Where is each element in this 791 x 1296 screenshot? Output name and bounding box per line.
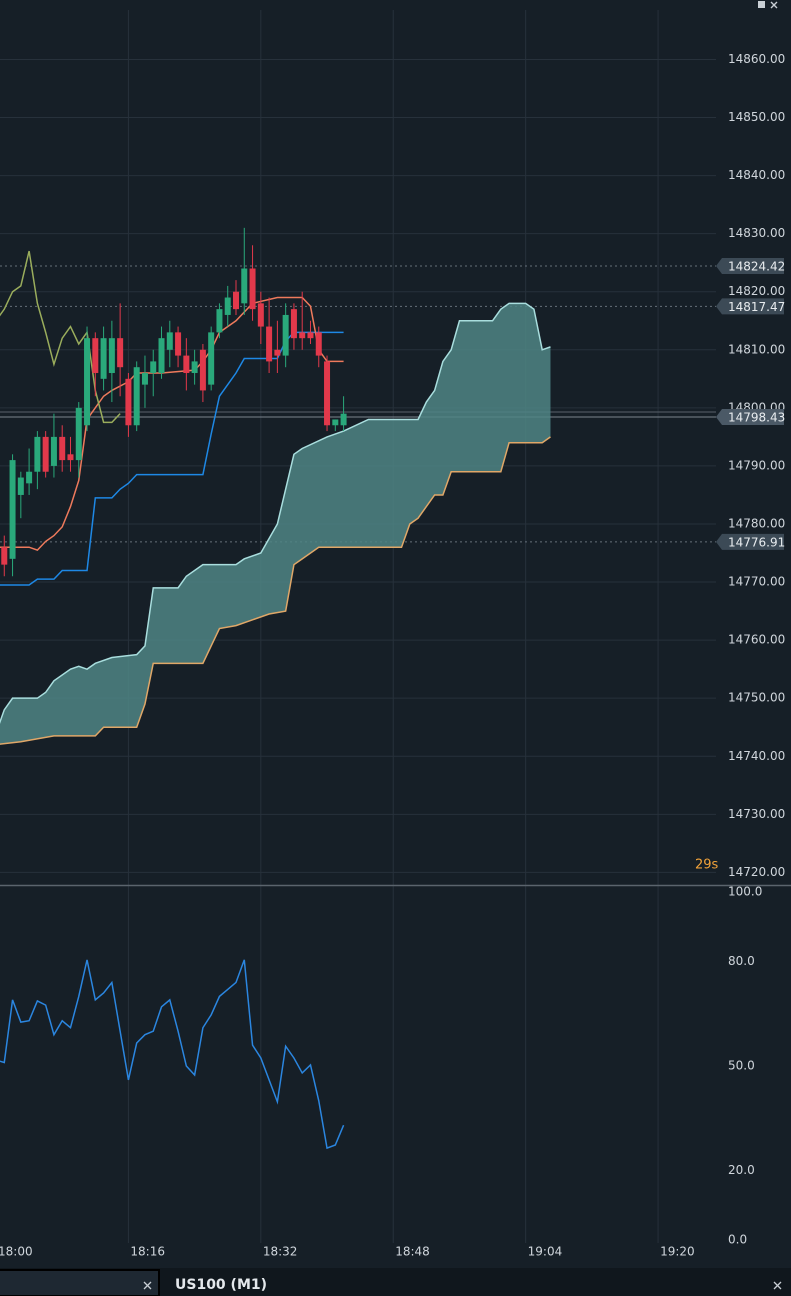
- last-price-tag: [716, 408, 784, 425]
- cloud-fill: [0, 303, 551, 745]
- cloud-top-line: [0, 302, 551, 725]
- candle-body: [257, 303, 264, 327]
- price-level-label: 14824.42: [728, 260, 785, 274]
- candle-body: [216, 309, 223, 333]
- candle-body: [59, 436, 66, 461]
- candle-body: [75, 407, 82, 461]
- y-tick-label: 100.0: [728, 885, 762, 899]
- price-level-label: 14817.47: [728, 300, 785, 314]
- candle-body: [282, 314, 289, 356]
- y-tick-label: 14740.00: [728, 749, 785, 763]
- axis-layer: 14720.00 14730.00 14740.00 14750.00 14760.00…: [0, 52, 785, 1259]
- y-tick-label: 14860.00: [728, 52, 785, 66]
- inactive-tab[interactable]: [0, 1269, 160, 1296]
- tab-title[interactable]: US100 (M1): [175, 1277, 267, 1293]
- candle-body: [183, 355, 190, 374]
- last-price-label: 14798.43: [728, 410, 785, 424]
- price-level-tag: [716, 298, 784, 315]
- x-tick-label: 18:16: [130, 1245, 165, 1259]
- candle-body: [191, 361, 198, 374]
- y-tick-label: 14750.00: [728, 691, 785, 705]
- x-tick-label: 18:00: [0, 1245, 33, 1259]
- candle-body: [125, 378, 132, 426]
- candle-body: [290, 309, 297, 339]
- candle-body: [9, 460, 16, 559]
- candle-body: [224, 297, 231, 315]
- candle-body: [34, 436, 41, 472]
- y-tick-label: 14810.00: [728, 342, 785, 356]
- candle-body: [266, 326, 273, 362]
- y-tick-label: 14820.00: [728, 284, 785, 298]
- candle-body: [199, 349, 206, 391]
- candle-body: [340, 413, 347, 426]
- y-tick-label: 14780.00: [728, 516, 785, 530]
- tab-close-icon[interactable]: [143, 1281, 152, 1290]
- candle-body: [50, 436, 57, 466]
- x-tick-label: 19:04: [528, 1245, 563, 1259]
- candle-body: [17, 477, 24, 495]
- price-level-tag: [716, 533, 784, 550]
- close-icon[interactable]: [770, 1, 778, 9]
- x-tick-label: 18:32: [263, 1245, 298, 1259]
- candle-body: [249, 268, 256, 310]
- y-tick-label: 14770.00: [728, 575, 785, 589]
- price-level-label: 14776.91: [728, 535, 785, 549]
- candle-body: [108, 338, 115, 374]
- y-tick-label: 14720.00: [728, 865, 785, 879]
- candle-body: [67, 454, 74, 461]
- candle-body: [166, 332, 173, 350]
- candle-body: [26, 471, 33, 484]
- rsi-line: [0, 959, 345, 1150]
- candle-body: [1, 547, 8, 565]
- candle-body: [233, 291, 239, 310]
- candle-body: [100, 338, 107, 379]
- indicator-line: [0, 250, 121, 424]
- y-tick-label: 14730.00: [728, 807, 785, 821]
- candle-body: [315, 332, 322, 356]
- candle-body: [141, 373, 148, 385]
- cloud-bottom-line: [0, 436, 551, 745]
- candle-body: [208, 332, 215, 385]
- y-tick-label: 20.0: [728, 1163, 755, 1177]
- countdown: 29s: [695, 858, 719, 873]
- x-tick-label: 19:20: [660, 1245, 695, 1259]
- y-tick-label: 0.0: [728, 1233, 747, 1247]
- y-tick-label: 14790.00: [728, 458, 785, 472]
- x-tick-label: 18:48: [395, 1245, 430, 1259]
- main-layer: [0, 227, 551, 1150]
- y-tick-label: 80.0: [728, 954, 755, 968]
- price-level-tag: [716, 258, 784, 275]
- y-tick-label: 50.0: [728, 1059, 755, 1073]
- candle-body: [158, 338, 165, 374]
- y-tick-label: 14830.00: [728, 226, 785, 240]
- tab-close-icon[interactable]: [773, 1281, 782, 1290]
- candle-body: [150, 361, 157, 374]
- candle-body: [42, 436, 49, 472]
- candle-body: [307, 332, 314, 339]
- candle-body: [274, 349, 281, 356]
- candle-body: [117, 338, 124, 368]
- candle-body: [299, 332, 306, 339]
- candle-body: [241, 268, 248, 304]
- y-tick-label: 14840.00: [728, 168, 785, 182]
- candle-body: [324, 361, 331, 426]
- candle-body: [84, 338, 91, 426]
- candle-body: [133, 367, 140, 426]
- candle-body: [175, 332, 182, 356]
- y-tick-label: 14760.00: [728, 633, 785, 647]
- y-tick-label: 14850.00: [728, 110, 785, 124]
- candle-body: [332, 419, 339, 426]
- candle-body: [92, 338, 99, 374]
- maximize-icon[interactable]: [758, 1, 765, 8]
